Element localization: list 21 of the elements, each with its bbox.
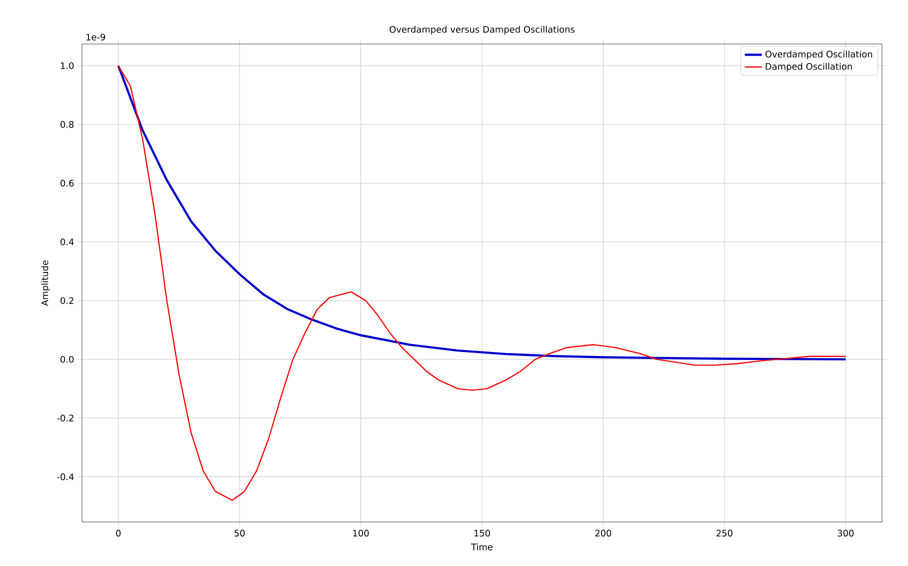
x-tick-label: 50	[234, 530, 245, 537]
y-tick-label: -0.4	[57, 473, 74, 480]
y-axis-title: Amplitude	[41, 260, 50, 306]
legend-label: Overdamped Oscillation	[765, 50, 872, 60]
x-tick-label: 150	[474, 530, 490, 537]
y-tick-label: 1.0	[60, 62, 74, 70]
x-tick-label: 100	[353, 530, 369, 537]
legend-label: Damped Oscillation	[766, 62, 852, 72]
y-tick-label: 0.8	[60, 121, 74, 128]
x-axis-title: Time	[471, 543, 493, 550]
x-tick-label: 250	[716, 530, 732, 537]
x-tick-label: 200	[595, 530, 612, 537]
chart-title: Overdamped versus Damped Oscillations	[390, 26, 574, 34]
x-tick-label: 300	[838, 530, 854, 537]
y-tick-label: 0.4	[60, 238, 74, 246]
y-tick-label: -0.2	[57, 414, 74, 422]
y-tick-label: 0.0	[60, 356, 74, 363]
y-tick-label: 0.2	[60, 297, 74, 304]
text: 1e-9	[86, 34, 106, 40]
y-tick-label: 0.6	[60, 180, 74, 187]
x-tick-label: 0	[116, 530, 121, 537]
